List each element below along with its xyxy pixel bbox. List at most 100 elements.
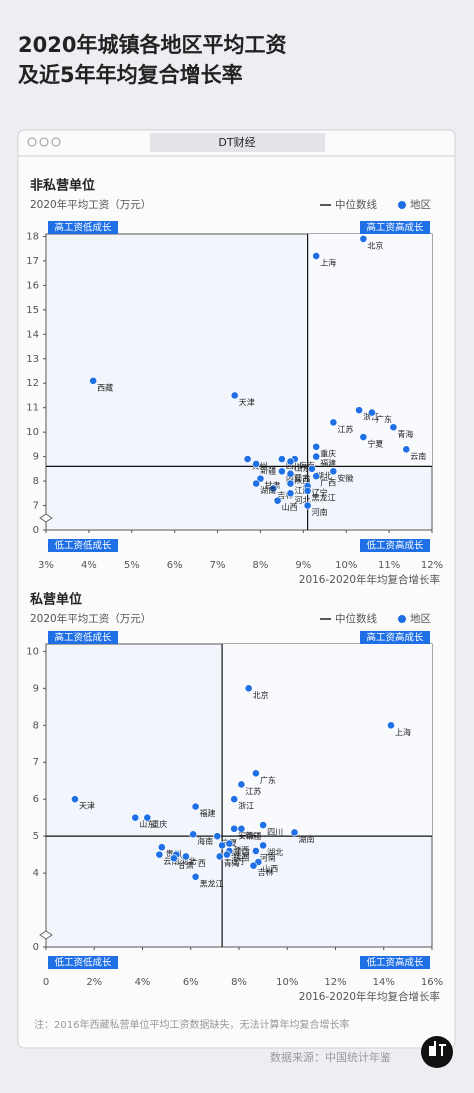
point	[259, 821, 268, 829]
source: 数据来源：中国统计年鉴	[270, 1050, 391, 1064]
window-title: DT财经	[218, 135, 255, 149]
point	[329, 418, 338, 427]
point	[269, 484, 278, 493]
point-label: 新疆	[245, 830, 261, 840]
point	[290, 828, 299, 837]
quadrant-label: 低工资低成长	[54, 957, 112, 969]
point-label: 江西	[233, 846, 249, 855]
point	[251, 769, 260, 778]
point	[286, 479, 295, 488]
point-label: 湖南	[260, 485, 276, 495]
section-title: 私营单位	[30, 592, 82, 608]
point	[189, 830, 198, 839]
point-label: 广东	[260, 775, 276, 785]
point	[312, 442, 321, 451]
point-label: 海南	[299, 461, 315, 471]
legend-dot	[398, 201, 406, 209]
point-label: 广西	[320, 478, 336, 488]
point-label: 黑龙江	[200, 878, 224, 888]
point-label: 安徽	[238, 830, 254, 840]
point-label: 天津	[79, 801, 95, 811]
point	[71, 795, 79, 804]
point-label: 河北	[180, 856, 196, 866]
y-tick-label: 8	[33, 720, 39, 731]
y-tick-label: 7	[33, 501, 39, 512]
point	[286, 469, 295, 478]
point	[355, 406, 363, 415]
point	[155, 850, 164, 859]
window-title-bar	[150, 133, 325, 152]
point	[143, 813, 152, 822]
quadrant-label: 高工资低成长	[54, 222, 112, 234]
y-tick-label: 14	[26, 329, 39, 340]
quadrant-label: 低工资低成长	[54, 540, 112, 552]
window-dot	[27, 137, 37, 147]
point-label: 内蒙古	[286, 473, 310, 483]
point	[191, 872, 200, 881]
point-label: 四川	[286, 462, 302, 471]
y-tick-label: 10	[26, 646, 39, 657]
point-label: 广东	[376, 414, 392, 424]
y-tick-label: 17	[26, 256, 39, 267]
y-tick-label: 7	[33, 757, 39, 768]
point-label: 福建	[200, 808, 216, 818]
quadrant-badge	[360, 956, 430, 969]
point-label: 海南	[197, 836, 213, 846]
point	[131, 813, 140, 822]
point-label: 浙江	[238, 801, 254, 811]
x-tick-label: 4%	[135, 977, 151, 988]
point-label: 辽宁	[312, 487, 328, 497]
axis-break	[39, 513, 53, 523]
y-tick-label: 0	[33, 525, 39, 536]
point-label: 陕西	[233, 852, 249, 862]
x-tick-label: 5%	[124, 560, 140, 571]
point	[303, 501, 312, 510]
point	[252, 479, 261, 488]
point	[312, 472, 321, 481]
point-label: 江苏	[337, 424, 353, 434]
point	[230, 795, 239, 804]
x-tick-label: 14%	[373, 977, 395, 988]
point-label: 北京	[367, 240, 383, 250]
point-label: 宁夏	[367, 439, 383, 449]
x-tick-label: 8%	[253, 560, 269, 571]
y-tick-label: 9	[33, 683, 39, 694]
x-tick-label: 0	[43, 977, 49, 988]
point	[402, 445, 411, 454]
x-tick-label: 8%	[231, 977, 247, 988]
point-label: 湖北	[267, 848, 283, 857]
point	[218, 841, 227, 850]
x-axis-label: 2016-2020年年均复合增长率	[299, 990, 440, 1003]
section-title: 非私营单位	[30, 178, 95, 194]
x-tick-label: 6%	[167, 560, 183, 571]
point	[237, 780, 246, 789]
point-label: 新疆	[260, 465, 276, 475]
point-label: 北京	[253, 690, 269, 700]
point	[249, 861, 258, 870]
point	[312, 452, 321, 461]
quadrant-label: 低工资高成长	[366, 540, 424, 552]
point-label: 山西	[282, 502, 298, 512]
point-label: 河北	[294, 495, 310, 505]
point	[312, 252, 321, 260]
point	[223, 850, 231, 859]
point	[389, 423, 398, 432]
point	[244, 684, 253, 693]
point	[359, 234, 368, 243]
x-tick-label: 12%	[324, 977, 346, 988]
legend-label: 地区	[410, 198, 431, 211]
point	[277, 467, 286, 476]
point-label: 甘肃	[178, 860, 194, 870]
quadrant-badge	[48, 539, 118, 552]
point-label: 辽宁	[231, 856, 247, 866]
point-label: 陕西	[294, 475, 310, 485]
x-tick-label: 11%	[378, 560, 400, 571]
x-tick-label: 9%	[295, 560, 311, 571]
point-label: 上海	[395, 727, 411, 737]
point	[308, 464, 316, 473]
x-tick-label: 10%	[276, 977, 298, 988]
title-line: 2020年城镇各地区平均工资	[18, 33, 286, 57]
x-tick-label: 2%	[86, 977, 102, 988]
y-tick-label: 12	[26, 378, 39, 389]
